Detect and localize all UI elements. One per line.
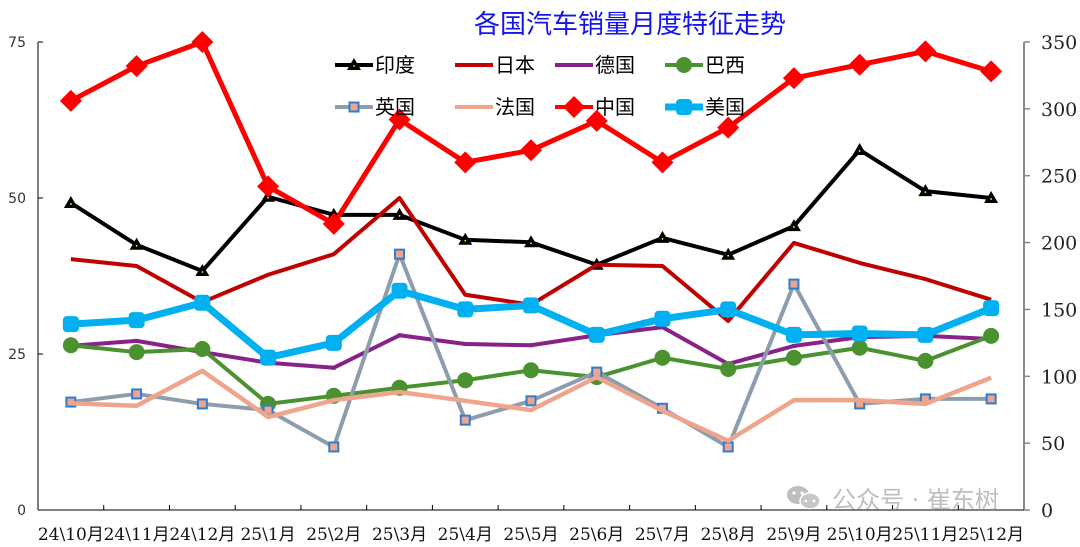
x-tick-label: 25\5月 [503, 525, 558, 545]
legend-label: 法国 [495, 95, 535, 119]
y-tick-label-right: 200 [1041, 233, 1077, 255]
legend-item: 中国 [555, 95, 635, 119]
y-tick-label-left: 50 [8, 191, 26, 207]
legend-item: 美国 [665, 95, 745, 119]
series-中国 [59, 31, 1003, 235]
y-tick-label-right: 250 [1041, 166, 1077, 188]
x-tick-label: 25\10月 [827, 525, 893, 545]
x-tick-label: 25\2月 [306, 525, 361, 545]
legend-label: 印度 [375, 53, 415, 77]
legend-label: 中国 [595, 95, 635, 119]
x-tick-label: 24\12月 [169, 525, 235, 545]
legend-item: 英国 [335, 95, 415, 119]
x-tick-label: 24\11月 [104, 525, 170, 545]
watermark-text: 公众号 · 崔东树 [832, 486, 999, 514]
legend-item: 日本 [455, 53, 535, 77]
x-tick-label: 25\7月 [635, 525, 690, 545]
x-tick-label: 25\11月 [892, 525, 958, 545]
y-tick-label-left: 25 [8, 347, 26, 363]
y-tick-label-right: 300 [1041, 99, 1077, 121]
y-tick-label-right: 150 [1041, 299, 1077, 321]
chart-title: 各国汽车销量月度特征走势 [474, 10, 786, 40]
legend-label: 巴西 [705, 53, 745, 77]
watermark: 公众号 · 崔东树 [787, 486, 999, 514]
y-tick-label-right: 50 [1041, 433, 1065, 455]
y-tick-label-left: 75 [8, 35, 26, 51]
legend-item: 印度 [335, 53, 415, 77]
y-tick-label-right: 100 [1041, 366, 1077, 388]
x-tick-label: 25\12月 [958, 525, 1024, 545]
series-印度 [63, 142, 999, 277]
legend-label: 德国 [595, 53, 635, 77]
legend-item: 法国 [455, 95, 535, 119]
x-tick-label: 25\9月 [766, 525, 821, 545]
wechat-icon [787, 486, 821, 510]
legend-label: 美国 [705, 95, 745, 119]
y-tick-label-right: 0 [1041, 500, 1053, 522]
series-美国 [62, 282, 1000, 366]
x-tick-label: 24\10月 [38, 525, 104, 545]
x-tick-label: 25\4月 [438, 525, 493, 545]
legend-label: 英国 [375, 95, 415, 119]
x-tick-label: 25\6月 [569, 525, 624, 545]
y-tick-label-left: 0 [17, 503, 26, 519]
series-法国 [70, 368, 992, 443]
x-tick-label: 25\8月 [701, 525, 756, 545]
legend-item: 德国 [555, 53, 635, 77]
y-tick-label-right: 350 [1041, 32, 1077, 54]
x-tick-label: 25\3月 [372, 525, 427, 545]
x-tick-label: 25\1月 [240, 525, 295, 545]
legend-label: 日本 [495, 53, 535, 77]
legend-item: 巴西 [665, 53, 745, 77]
